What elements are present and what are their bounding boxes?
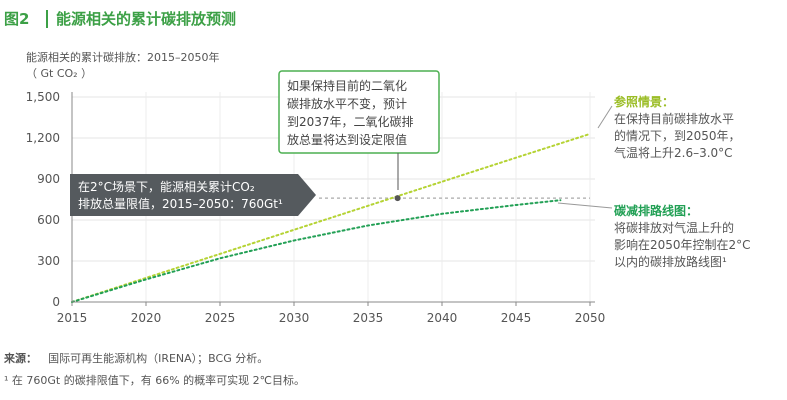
- crossing-point-marker: [394, 195, 401, 202]
- x-tick-label: 2030: [279, 311, 310, 325]
- callout-line-4: 放总量将达到设定限值: [287, 132, 407, 147]
- limit-annotation: 在2°C场景下，能源相关累计CO₂ 排放总量限值，2015–2050：760Gt…: [70, 174, 316, 216]
- reduction-line-3: 以内的碳排放路线图¹: [614, 254, 727, 269]
- y-tick-label: 600: [37, 213, 60, 227]
- x-tick-label: 2015: [57, 311, 88, 325]
- y-tick-label: 900: [37, 172, 60, 186]
- y-tick-label: 0: [52, 295, 60, 309]
- callout-box: [278, 70, 440, 154]
- reduction-annotation: 碳减排路线图： 将碳排放对气温上升的 影响在2050年控制在2°C 以内的碳排放…: [557, 202, 751, 269]
- tick-layer: 0 300 600 900 1,200 1,500 2015 2020 2025 2030 2035…: [26, 90, 606, 325]
- limit-box-line-1: 在2°C场景下，能源相关累计CO₂: [78, 180, 255, 194]
- callout-line-1: 如果保持目前的二氧化: [287, 78, 407, 93]
- y-axis-label: 能源相关的累计碳排放：2015–2050年: [26, 50, 220, 64]
- footnote: ¹ 在 760Gt 的碳排限值下，有 66% 的概率可实现 2℃目标。: [4, 373, 305, 387]
- callout-annotation: 如果保持目前的二氧化 碳排放水平不变，预计 到2037年，二氧化碳排 放总量将达…: [278, 70, 440, 190]
- figure-label: 图2: [4, 10, 29, 28]
- callout-line-3: 到2037年，二氧化碳排: [287, 115, 414, 129]
- y-tick-label: 1,200: [26, 131, 60, 145]
- y-tick-label: 1,500: [26, 90, 60, 104]
- x-tick-label: 2050: [575, 311, 606, 325]
- callout-line-2: 碳排放水平不变，预计: [287, 96, 407, 111]
- reduction-pointer: [557, 202, 613, 209]
- x-tick-label: 2035: [353, 311, 384, 325]
- reduction-title: 碳减排路线图：: [614, 203, 698, 218]
- reference-line-3: 气温将上升2.6–3.0°C: [614, 145, 733, 160]
- limit-box: [70, 174, 316, 216]
- reduction-line-1: 将碳排放对气温上升的: [614, 220, 734, 235]
- source-note: 来源： 国际可再生能源机构（IRENA）；BCG 分析。: [3, 347, 268, 366]
- x-tick-label: 2045: [501, 311, 532, 325]
- reduction-series-line: [71, 199, 562, 303]
- reference-line-2: 的情况下，到2050年，: [614, 128, 741, 143]
- x-tick-label: 2025: [205, 311, 236, 325]
- y-axis-unit: （ Gt CO₂ ）: [26, 67, 92, 80]
- reference-title: 参照情景：: [614, 94, 674, 109]
- chart-title: 能源相关的累计碳排放预测: [56, 10, 236, 28]
- reference-series-line: [71, 132, 591, 303]
- source-label: 来源：: [3, 351, 37, 365]
- x-tick-label: 2020: [131, 311, 162, 325]
- reference-annotation: 参照情景： 在保持目前碳排放水平 的情况下，到2050年， 气温将上升2.6–3…: [597, 94, 741, 160]
- y-tick-label: 300: [37, 254, 60, 268]
- limit-box-line-2: 排放总量限值，2015–2050：760Gt¹: [78, 196, 283, 211]
- reduction-line-2: 影响在2050年控制在2°C: [614, 237, 751, 252]
- reference-pointer: [597, 105, 613, 129]
- source-text: 国际可再生能源机构（IRENA）；BCG 分析。: [48, 351, 268, 365]
- x-tick-label: 2040: [427, 311, 458, 325]
- reference-line-1: 在保持目前碳排放水平: [614, 111, 734, 126]
- series-layer: [71, 132, 591, 303]
